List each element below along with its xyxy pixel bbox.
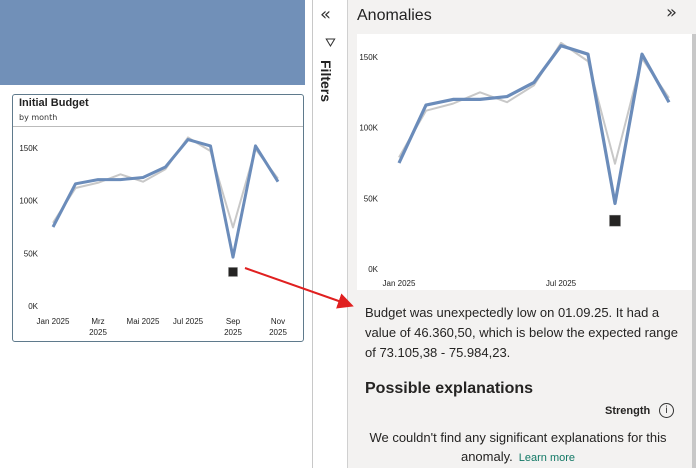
y-tick-label: 50K (24, 249, 39, 258)
explanations-heading: Possible explanations (365, 380, 534, 397)
initial-budget-visual[interactable]: Initial Budget by month (12, 94, 304, 342)
y-tick-label: 100K (19, 197, 38, 206)
info-icon[interactable]: i (659, 403, 674, 418)
actual-series-line (397, 44, 671, 206)
x-tick-label: Jul 2025 (546, 279, 577, 288)
x-tick-label: Jan 2025 (383, 279, 416, 288)
anomaly-marker (228, 267, 238, 277)
report-banner (0, 0, 305, 85)
divider (312, 0, 313, 468)
no-explanations-message: We couldn't find any significant explana… (368, 428, 668, 468)
funnel-icon: ⛛ (325, 36, 336, 51)
anomalies-line-chart: 0K 50K 100K 150K Jan 2025 Jul 2025 (359, 41, 671, 288)
y-tick-label: 150K (19, 144, 38, 153)
actual-series-line (51, 138, 280, 259)
budget-line-chart: 0K 50K 100K 150K Jan 2025 Mrz 2025 Mai 2025 Jul … (19, 136, 287, 337)
filters-pane-collapsed[interactable] (313, 0, 347, 468)
x-tick-label: Jan 2025 (37, 317, 70, 326)
x-tick-label: Sep 2025 (224, 317, 242, 337)
double-chevron-right-icon[interactable]: » (666, 2, 678, 23)
double-chevron-left-icon[interactable]: « (320, 4, 332, 25)
x-tick-label: Mai 2025 (127, 317, 160, 326)
y-tick-label: 150K (359, 53, 378, 62)
x-tick-label: Jul 2025 (173, 317, 204, 326)
learn-more-link[interactable]: Learn more (518, 452, 576, 464)
divider (13, 126, 303, 127)
visual-subtitle: by month (19, 113, 58, 122)
annotation-arrow (244, 267, 354, 309)
anomaly-marker (609, 214, 621, 227)
y-tick-label: 100K (359, 124, 378, 133)
y-tick-label: 50K (364, 194, 379, 203)
scrollbar[interactable] (692, 34, 696, 468)
filters-label[interactable]: Filters (318, 60, 334, 103)
no-explanations-text: We couldn't find any significant explana… (369, 430, 667, 464)
x-tick-label: Nov 2025 (269, 317, 287, 337)
anomaly-description: Budget was unexpectedly low on 01.09.25.… (365, 305, 678, 360)
y-tick-label: 0K (28, 302, 38, 311)
strength-label: Strength (605, 405, 651, 417)
pane-title: Anomalies (357, 7, 432, 24)
visual-title: Initial Budget (19, 97, 89, 109)
y-tick-label: 0K (368, 265, 378, 274)
x-tick-label: Mrz 2025 (89, 317, 107, 337)
